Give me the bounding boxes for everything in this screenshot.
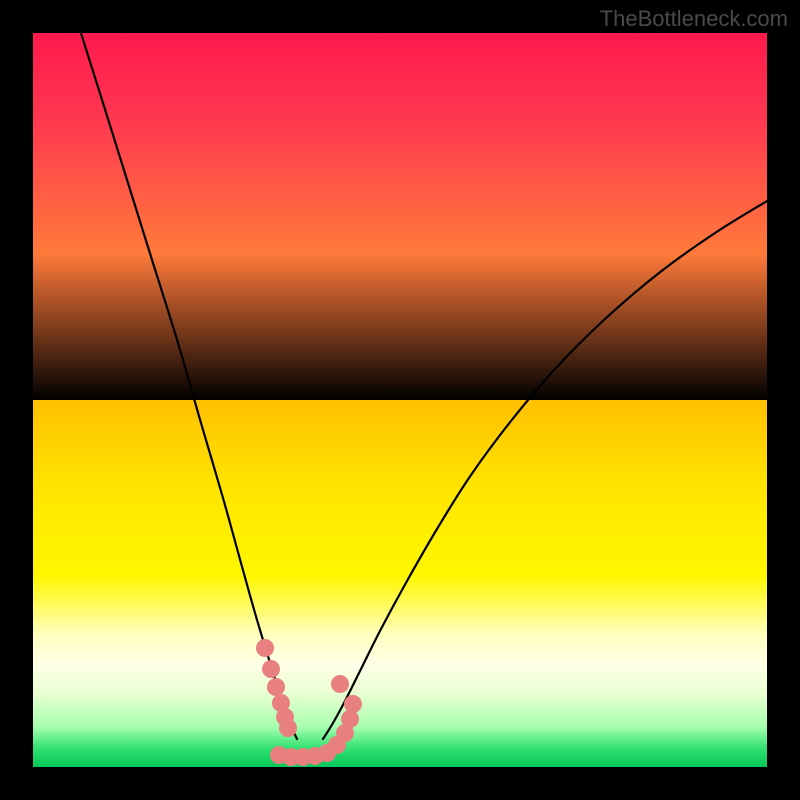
plot-area <box>33 33 767 767</box>
curve-right <box>323 201 767 739</box>
marker-dot <box>331 675 349 693</box>
marker-dot <box>341 710 359 728</box>
marker-dot <box>256 639 274 657</box>
chart-frame: TheBottleneck.com <box>0 0 800 800</box>
watermark-text: TheBottleneck.com <box>600 6 788 32</box>
curve-left <box>81 33 297 739</box>
bottleneck-curves <box>33 33 767 767</box>
marker-dot <box>279 719 297 737</box>
marker-dot <box>344 695 362 713</box>
valley-markers <box>256 639 362 766</box>
marker-dot <box>262 660 280 678</box>
marker-dot <box>267 678 285 696</box>
